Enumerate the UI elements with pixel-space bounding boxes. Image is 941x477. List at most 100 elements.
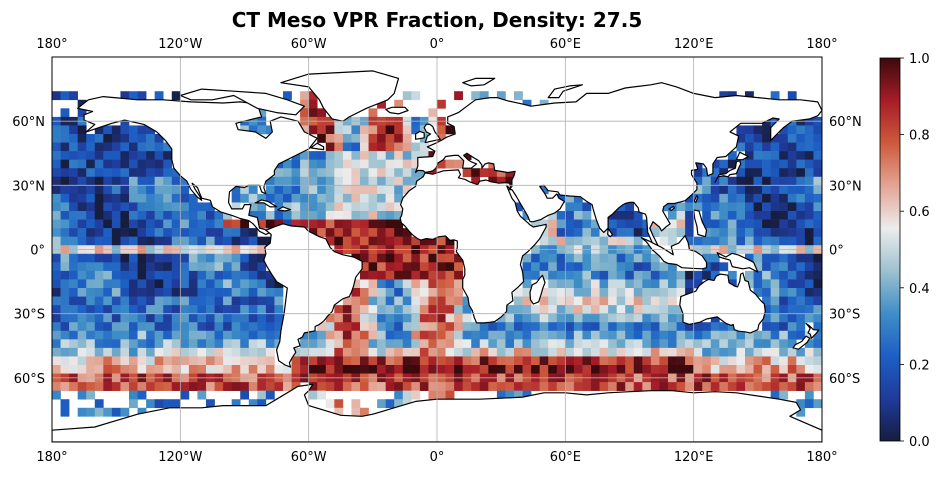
grid-cell: [539, 228, 549, 237]
grid-cell: [342, 365, 352, 374]
grid-cell: [573, 193, 583, 203]
grid-cell: [462, 151, 472, 160]
grid-cell: [676, 339, 686, 349]
grid-cell: [120, 270, 130, 280]
grid-cell: [599, 322, 609, 332]
grid-cell: [257, 279, 267, 289]
grid-cell: [685, 382, 694, 391]
grid-cell: [385, 270, 395, 280]
grid-cell: [745, 270, 754, 280]
grid-cell: [813, 193, 822, 203]
grid-cell: [471, 91, 481, 101]
grid-cell: [394, 270, 404, 280]
grid-cell: [360, 193, 369, 203]
grid-cell: [86, 339, 96, 349]
grid-cell: [317, 356, 327, 366]
grid-cell: [154, 322, 164, 332]
grid-cell: [633, 228, 643, 237]
grid-cell: [719, 219, 729, 229]
grid-cell: [736, 339, 746, 349]
grid-cell: [514, 288, 523, 297]
grid-cell: [351, 365, 361, 374]
grid-cell: [325, 382, 335, 391]
grid-cell: [77, 236, 87, 246]
grid-cell: [437, 356, 446, 366]
grid-cell: [582, 228, 592, 237]
grid-cell: [779, 347, 789, 357]
grid-cell: [377, 193, 386, 203]
grid-cell: [137, 305, 147, 314]
grid-cell: [163, 330, 173, 340]
grid-cell: [591, 339, 600, 349]
grid-cell: [111, 185, 121, 195]
grid-cell: [591, 279, 600, 289]
grid-cell: [360, 322, 369, 332]
grid-cell: [779, 339, 789, 349]
grid-cell: [240, 296, 250, 306]
grid-cell: [522, 390, 532, 400]
grid-cell: [360, 407, 369, 417]
grid-cell: [548, 228, 558, 237]
grid-cell: [599, 382, 609, 391]
grid-cell: [154, 296, 164, 306]
grid-cell: [257, 390, 267, 400]
grid-cell: [419, 322, 429, 332]
grid-cell: [231, 185, 241, 195]
grid-cell: [625, 211, 635, 220]
grid-cell: [265, 219, 275, 229]
grid-cell: [223, 219, 232, 229]
grid-cell: [505, 382, 515, 391]
grid-cell: [171, 313, 181, 323]
grid-cell: [762, 142, 771, 152]
grid-cell: [77, 176, 87, 186]
grid-cell: [257, 399, 267, 409]
grid-cell: [428, 296, 438, 306]
grid-cell: [77, 228, 87, 237]
grid-cell: [710, 365, 720, 374]
grid-cell: [377, 296, 386, 306]
grid-cell: [368, 279, 378, 289]
grid-cell: [394, 288, 404, 297]
grid-cell: [556, 382, 566, 391]
grid-cell: [77, 108, 87, 118]
grid-cell: [471, 168, 481, 178]
grid-cell: [300, 151, 309, 160]
grid-cell: [411, 91, 421, 101]
grid-cell: [351, 219, 361, 229]
grid-cell: [608, 330, 617, 340]
grid-cell: [283, 365, 292, 374]
grid-cell: [240, 185, 250, 195]
grid-cell: [428, 356, 438, 366]
grid-cell: [94, 236, 104, 246]
grid-cell: [727, 236, 737, 246]
grid-cell: [163, 382, 173, 391]
colorbar-tick-label: 0.4: [909, 282, 930, 297]
grid-cell: [402, 125, 412, 135]
grid-cell: [274, 185, 284, 195]
grid-cell: [796, 270, 806, 280]
grid-cell: [94, 322, 104, 332]
grid-cell: [342, 313, 352, 323]
grid-cell: [548, 211, 558, 220]
grid-cell: [804, 193, 814, 203]
grid-cell: [368, 211, 378, 220]
grid-cell: [86, 262, 96, 272]
grid-cell: [454, 91, 463, 101]
grid-cell: [214, 270, 224, 280]
land-uk: [423, 123, 441, 144]
grid-cell: [719, 382, 729, 391]
grid-cell: [300, 211, 309, 220]
grid-cell: [197, 339, 207, 349]
grid-cell: [762, 219, 771, 229]
grid-cell: [573, 279, 583, 289]
grid-cell: [565, 228, 575, 237]
grid-cell: [257, 296, 267, 306]
grid-cell: [402, 142, 412, 152]
grid-cell: [539, 185, 549, 195]
grid-cell: [163, 151, 173, 160]
grid-cell: [291, 185, 301, 195]
grid-cell: [291, 159, 301, 169]
grid-cell: [103, 185, 113, 195]
grid-cell: [154, 330, 164, 340]
grid-cell: [377, 211, 386, 220]
